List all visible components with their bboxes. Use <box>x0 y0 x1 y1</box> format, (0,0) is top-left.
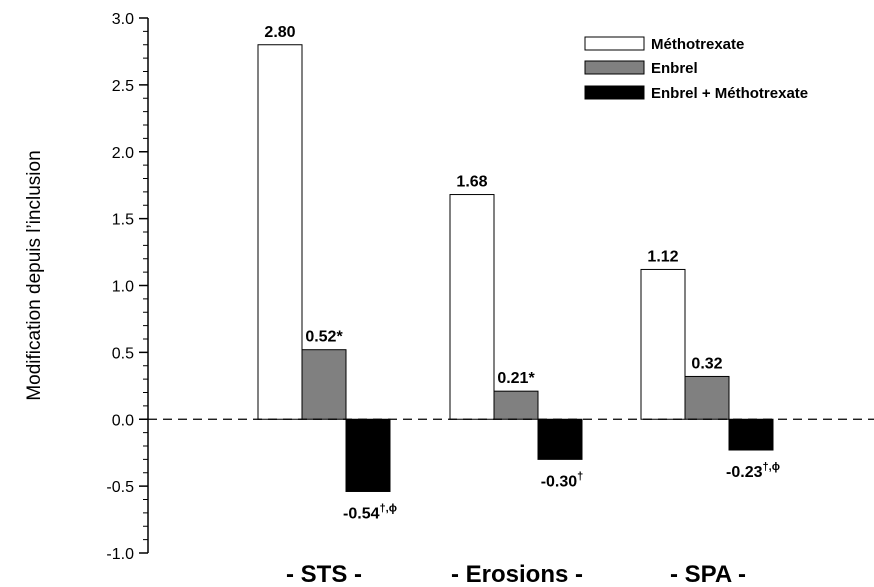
bar <box>640 268 686 420</box>
bar <box>449 194 495 420</box>
category-label: - Erosions - <box>451 561 583 587</box>
bar <box>301 349 347 420</box>
legend-swatch <box>584 85 645 100</box>
bar-value-label: 0.32 <box>691 355 722 372</box>
bar-value-label: 1.68 <box>456 174 487 191</box>
y-tick-label: 3.0 <box>112 11 134 28</box>
bar-value-label: 0.21* <box>497 370 535 387</box>
bar-value-label: -0.23†,ϕ <box>726 461 780 481</box>
bar <box>493 390 539 420</box>
legend-label: Méthotrexate <box>651 36 744 53</box>
legend-label: Enbrel <box>651 60 698 77</box>
y-tick-label: -0.5 <box>106 479 134 496</box>
bar-value-label: 1.12 <box>647 248 678 265</box>
legend-label: Enbrel + Méthotrexate <box>651 85 808 102</box>
axis-layer: 3.0 2.5 2.0 1.5 1.0 0.5 0.0 -0.5 -1.0 Modificatio… <box>24 11 149 563</box>
y-tick-label: 1.5 <box>112 212 134 229</box>
y-tick-label: 0.0 <box>112 412 134 429</box>
bar-layer <box>257 44 774 492</box>
bar-value-label: -0.54†,ϕ <box>343 502 397 522</box>
category-label: - STS - <box>286 561 362 587</box>
label-layer: 2.80 1.68 1.12 0.52* 0.21* 0.32 -0.54†,ϕ -0.30†… <box>264 24 780 587</box>
y-tick-label: 2.5 <box>112 78 134 95</box>
y-tick-label: 0.5 <box>112 345 134 362</box>
bar <box>537 418 583 460</box>
category-label: - SPA - <box>670 561 746 587</box>
bar <box>257 44 303 420</box>
legend-swatch <box>584 60 645 75</box>
bar-value-label: 0.52* <box>305 329 343 346</box>
bar-value-label: -0.30† <box>541 470 584 490</box>
y-tick-label: -1.0 <box>106 546 134 563</box>
bar <box>728 418 774 451</box>
bar <box>684 375 730 420</box>
bar-value-label: 2.80 <box>264 24 295 41</box>
y-tick-label: 1.0 <box>112 279 134 296</box>
y-axis-title: Modification depuis l’inclusion <box>24 150 45 400</box>
y-tick-label: 2.0 <box>112 145 134 162</box>
legend: Méthotrexate Enbrel Enbrel + Méthotrexate <box>584 36 808 102</box>
bar <box>345 418 391 492</box>
legend-swatch <box>584 36 645 51</box>
